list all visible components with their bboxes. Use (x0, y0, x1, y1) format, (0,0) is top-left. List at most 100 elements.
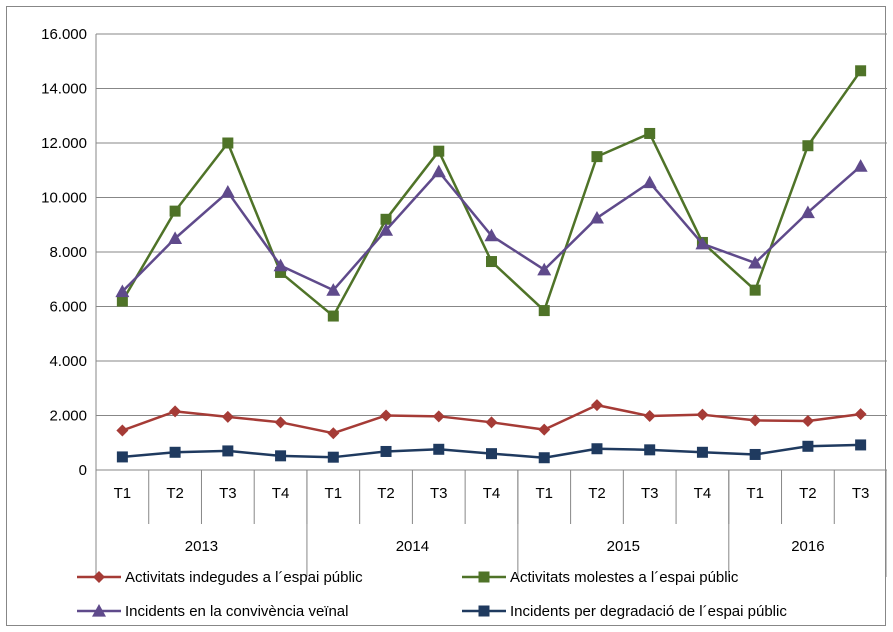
data-point (433, 145, 445, 157)
data-point (538, 423, 551, 436)
data-point (327, 310, 339, 322)
legend-label: Activitats indegudes a l´espai públic (125, 569, 363, 586)
y-tick-label: 8.000 (49, 244, 87, 261)
chart-frame: 0 2.000 4.000 6.000 8.000 10.000 12.000 14.000 1… (6, 6, 887, 626)
y-tick-label: 4.000 (49, 353, 87, 370)
data-point (380, 213, 392, 225)
data-point (485, 416, 498, 429)
x-tick-label: T1 (746, 485, 764, 502)
data-point (222, 137, 234, 149)
data-point (854, 408, 867, 421)
series-3 (115, 159, 868, 298)
data-point (380, 445, 392, 457)
data-point (749, 284, 761, 296)
legend-label: Activitats molestes a l´espai públic (510, 569, 739, 586)
x-tick-label: T2 (799, 485, 817, 502)
data-point (749, 448, 761, 460)
y-tick-label: 0 (79, 462, 87, 479)
data-point (273, 258, 288, 272)
data-point (589, 210, 604, 224)
data-point (644, 444, 656, 456)
x-tick-label: T1 (325, 485, 343, 502)
data-point (590, 399, 603, 412)
data-point (433, 443, 445, 455)
y-axis: 0 2.000 4.000 6.000 8.000 10.000 12.000 14.000 1… (41, 26, 97, 479)
x-tick-label: T1 (535, 485, 553, 502)
x-tick-label: T2 (377, 485, 395, 502)
data-point (802, 440, 814, 452)
data-point (855, 65, 867, 77)
y-tick-label: 6.000 (49, 299, 87, 316)
data-point (169, 205, 181, 217)
x-tick-label: T1 (114, 485, 132, 502)
data-point (116, 295, 128, 307)
legend: Activitats indegudes a l´espai públic Act… (77, 569, 787, 620)
data-point (431, 164, 446, 178)
legend-label: Incidents per degradació de l´espai públ… (510, 603, 787, 620)
data-point (695, 236, 710, 250)
series-lines (115, 65, 868, 464)
x-tick-label: T4 (272, 485, 290, 502)
data-point (486, 448, 497, 460)
data-point (222, 445, 234, 457)
data-point (591, 443, 603, 455)
x-tick-label: T2 (166, 485, 184, 502)
data-point (379, 223, 394, 236)
data-point (220, 185, 235, 198)
legend-item: Activitats molestes a l´espai públic (462, 569, 739, 586)
data-point (327, 427, 340, 440)
data-point (855, 439, 867, 451)
data-point (486, 256, 497, 268)
x-group-label: 2013 (185, 538, 218, 555)
data-point (115, 284, 130, 298)
legend-label: Incidents en la convivència veïnal (125, 603, 348, 620)
data-point (748, 255, 763, 269)
x-group-label: 2014 (396, 538, 429, 555)
y-tick-label: 14.000 (41, 81, 87, 98)
x-tick-label: T3 (219, 485, 237, 502)
data-point (326, 283, 341, 296)
data-point (116, 451, 128, 463)
data-point (644, 127, 656, 139)
x-tick-label: T3 (430, 485, 448, 502)
legend-item: Activitats indegudes a l´espai públic (77, 569, 363, 586)
legend-marker (93, 571, 105, 583)
y-tick-label: 16.000 (41, 26, 87, 43)
data-point (221, 410, 234, 423)
x-group-label: 2015 (607, 538, 640, 555)
data-point (432, 410, 445, 423)
data-point (538, 305, 550, 317)
legend-marker (92, 604, 106, 617)
data-point (116, 424, 129, 437)
data-point (642, 175, 657, 189)
data-point (484, 228, 499, 242)
data-point (274, 416, 287, 429)
x-tick-label: T2 (588, 485, 606, 502)
series-1 (116, 399, 867, 440)
data-point (537, 262, 552, 276)
y-tick-label: 12.000 (41, 135, 87, 152)
data-point (275, 450, 287, 462)
line-chart: 0 2.000 4.000 6.000 8.000 10.000 12.000 14.000 1… (41, 26, 887, 620)
x-tick-label: T3 (852, 485, 870, 502)
data-point (591, 151, 603, 163)
data-point (643, 410, 656, 423)
data-point (800, 205, 815, 219)
data-point (275, 266, 287, 278)
data-point (801, 414, 814, 427)
data-point (696, 408, 709, 421)
y-tick-label: 10.000 (41, 190, 87, 207)
data-point (168, 231, 183, 244)
data-point (696, 446, 708, 458)
x-tick-label: T4 (694, 485, 712, 502)
y-tick-label: 2.000 (49, 408, 87, 425)
x-tick-label: T4 (483, 485, 501, 502)
legend-item: Incidents per degradació de l´espai públ… (462, 603, 787, 620)
data-point (169, 446, 181, 458)
x-axis: T1 T2 T3 T4 T1 T2 T3 T4 T1 T2 T3 T4 T1 T2 T3 2013 2014 20… (95, 470, 887, 577)
legend-marker (478, 571, 490, 583)
legend-item: Incidents en la convivència veïnal (77, 603, 348, 620)
data-point (380, 409, 393, 422)
data-point (327, 451, 339, 463)
x-group-label: 2016 (791, 538, 824, 555)
